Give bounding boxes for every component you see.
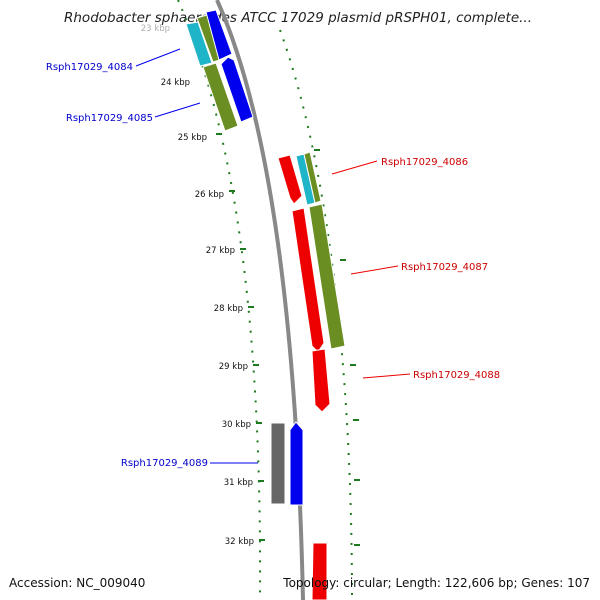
- tick-label: 23 kbp: [141, 24, 170, 34]
- map-title: Rhodobacter sphaeroides ATCC 17029 plasm…: [64, 10, 532, 26]
- tick-labels: 23 kbp 24 kbp 25 kbp 26 kbp 27 kbp 28 kb…: [141, 24, 254, 547]
- gene-label-4087: Rsph17029_4087: [401, 262, 488, 273]
- tick-label: 26 kbp: [195, 190, 224, 200]
- tick-label: 25 kbp: [178, 133, 207, 143]
- summary-text: Topology: circular; Length: 122,606 bp; …: [282, 576, 590, 590]
- forward-gene: [289, 421, 304, 506]
- gene-label-leaders: [135, 48, 411, 464]
- leader-line: [362, 373, 411, 379]
- accession-text: Accession: NC_009040: [9, 576, 145, 590]
- tick-label: 27 kbp: [206, 246, 235, 256]
- reverse-gene: [311, 348, 331, 413]
- gene-label-4084: Rsph17029_4084: [46, 62, 133, 73]
- tick-label: 29 kbp: [219, 362, 248, 372]
- gene-labels: Rsph17029_4084 Rsph17029_4085 Rsph17029_…: [46, 62, 500, 469]
- reverse-gene: [291, 207, 325, 353]
- feature-group-lower: [270, 421, 304, 506]
- forward-gene: [205, 9, 233, 61]
- reverse-gene: [311, 542, 328, 600]
- reverse-gene: [277, 154, 303, 205]
- forward-gene: [220, 56, 254, 123]
- trna-feature: [185, 21, 213, 67]
- cds-feature: [202, 62, 239, 132]
- leader-line: [154, 102, 201, 118]
- tick-label: 24 kbp: [161, 78, 190, 88]
- tick-marks: [207, 79, 360, 546]
- gene-label-4089: Rsph17029_4089: [121, 458, 208, 469]
- gene-label-4086: Rsph17029_4086: [381, 157, 468, 168]
- feature-group-middle: [277, 151, 346, 413]
- tick-label: 28 kbp: [214, 304, 243, 314]
- leader-line: [135, 48, 181, 67]
- cds-feature: [308, 203, 346, 350]
- tick-label: 30 kbp: [222, 420, 251, 430]
- gene-label-4088: Rsph17029_4088: [413, 370, 500, 381]
- misc-feature: [270, 422, 286, 505]
- gene-label-4085: Rsph17029_4085: [66, 113, 153, 124]
- outer-guide-ring: [279, 29, 353, 600]
- cds-feature: [303, 151, 322, 204]
- tick-label: 32 kbp: [225, 537, 254, 547]
- feature-group-upper: [185, 9, 254, 132]
- leader-line: [331, 160, 378, 175]
- leader-line: [350, 265, 399, 275]
- tick-label: 31 kbp: [224, 478, 253, 488]
